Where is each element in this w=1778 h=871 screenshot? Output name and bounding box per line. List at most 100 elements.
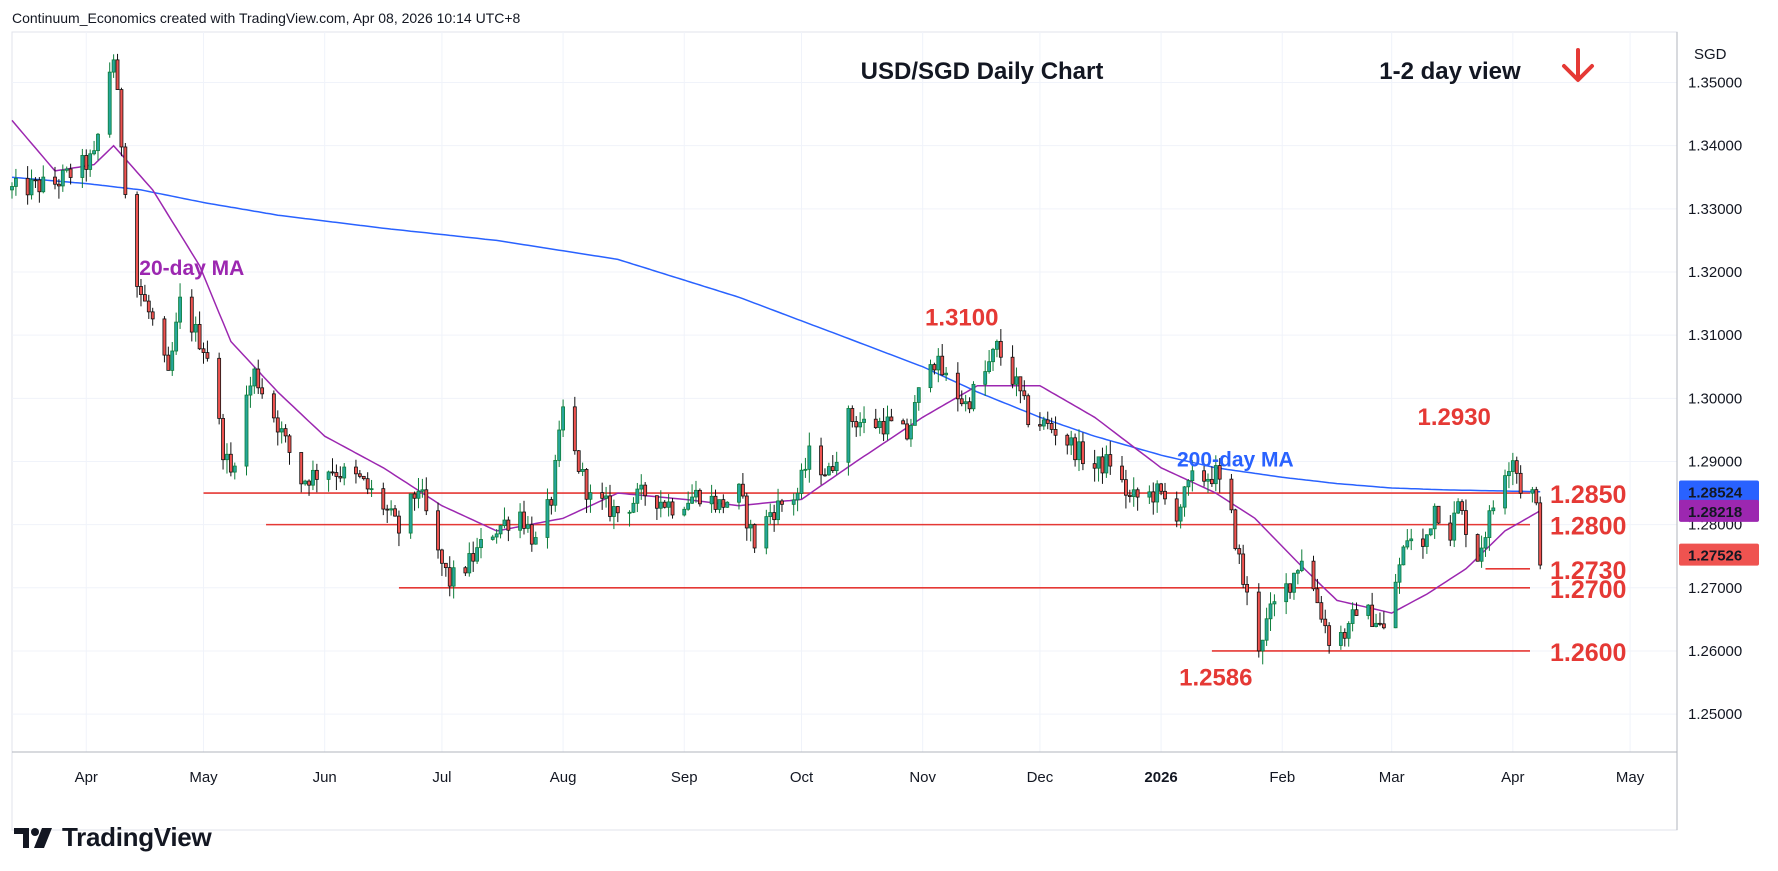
- candle-body: [1436, 505, 1441, 524]
- candle-body: [1131, 489, 1136, 497]
- candle-body: [1178, 506, 1183, 522]
- annotation-label: 1.2586: [1179, 665, 1252, 692]
- candle-body: [1217, 465, 1222, 480]
- ma20-line: [11, 119, 1541, 614]
- candles: [10, 53, 1543, 665]
- candle-body: [25, 177, 30, 196]
- y-tick-label: 1.29000: [1688, 453, 1742, 470]
- candle-body: [557, 429, 562, 461]
- candle-body: [256, 368, 261, 389]
- candle-body: [14, 177, 18, 187]
- chart-annotations: 20-day MA 200-day MA 1.3100 1.2930 1.2586: [139, 257, 1491, 692]
- price-axis[interactable]: 1.250001.260001.270001.280001.290001.300…: [1676, 32, 1759, 830]
- x-tick-label: May: [1616, 769, 1645, 786]
- time-axis[interactable]: Apr May Jun Jul Aug Sep Oct Nov Dec 2026 Feb Mar Apr…: [12, 751, 1677, 786]
- annotation-label: 1.3100: [925, 305, 998, 332]
- candle-body: [326, 471, 331, 480]
- candle-body: [1401, 546, 1406, 566]
- candle-body: [1100, 456, 1105, 474]
- candle-body: [959, 398, 964, 405]
- candle-body: [830, 466, 835, 472]
- candle-body: [740, 483, 745, 497]
- candle-body: [1022, 390, 1027, 397]
- candle-body: [412, 493, 417, 499]
- candle-body: [248, 385, 253, 396]
- candle-body: [850, 408, 855, 422]
- level-label: 1.2600: [1550, 639, 1626, 667]
- candle-body: [1124, 479, 1128, 496]
- candle-body: [271, 393, 276, 419]
- candle-body: [709, 495, 714, 505]
- candle-body: [658, 501, 663, 509]
- candle-body: [115, 59, 120, 90]
- candle-body: [1104, 454, 1109, 474]
- candle-body: [1311, 560, 1316, 590]
- candle-body: [1299, 560, 1304, 572]
- tradingview-logo[interactable]: TradingView: [14, 822, 212, 853]
- candle-body: [1092, 463, 1097, 469]
- ma200-path: [11, 176, 1541, 493]
- candle-body: [397, 515, 401, 534]
- price-badge-label: 1.28218: [1688, 504, 1742, 521]
- candle-body: [819, 445, 823, 476]
- candle-body: [1018, 376, 1023, 392]
- candle-body: [791, 499, 796, 505]
- candle-body: [682, 508, 687, 516]
- view-label: 1-2 day view: [1379, 58, 1521, 85]
- candle-body: [475, 547, 480, 562]
- candle-body: [189, 296, 194, 333]
- x-tick-label: Dec: [1027, 769, 1054, 786]
- candle-body: [654, 495, 659, 509]
- candle-body: [780, 500, 784, 505]
- candle-body: [279, 428, 284, 433]
- candle-body: [936, 355, 941, 371]
- candle-body: [1045, 419, 1050, 424]
- candle-body: [1108, 454, 1113, 467]
- x-tick-label: Aug: [550, 769, 577, 786]
- candle-body: [690, 496, 694, 504]
- tradingview-wordmark: TradingView: [62, 822, 212, 852]
- candle-body: [1464, 510, 1468, 535]
- candle-body: [88, 153, 93, 170]
- candle-body: [506, 519, 511, 531]
- candle-body: [764, 516, 769, 549]
- candle-body: [940, 355, 945, 376]
- candle-body: [361, 475, 366, 480]
- candle-body: [885, 416, 890, 435]
- candle-body: [443, 562, 448, 569]
- candle-body: [862, 418, 866, 423]
- candle-body: [1315, 588, 1320, 604]
- candle-body: [41, 176, 46, 193]
- candle-body: [881, 420, 886, 435]
- candle-body: [1323, 618, 1328, 627]
- candle-body: [463, 567, 468, 574]
- candle-body: [561, 406, 565, 431]
- candle-body: [1456, 501, 1461, 514]
- candle-body: [799, 469, 804, 494]
- candle-body: [1452, 512, 1457, 541]
- candle-body: [1096, 456, 1101, 469]
- candle-body: [643, 484, 648, 497]
- candle-body: [1241, 553, 1246, 585]
- candle-body: [201, 348, 206, 353]
- candle-body: [1202, 470, 1206, 482]
- tradingview-logo-icon: [14, 827, 52, 848]
- candle-body: [1319, 602, 1324, 620]
- candle-body: [737, 483, 741, 503]
- candle-body: [107, 71, 112, 135]
- candle-body: [889, 416, 894, 422]
- x-tick-label: 2026: [1144, 769, 1177, 786]
- candle-body: [1475, 534, 1480, 562]
- candle-body: [1487, 510, 1492, 538]
- candle-body: [971, 383, 976, 410]
- chart-title: USD/SGD Daily Chart: [861, 58, 1104, 85]
- candle-body: [244, 394, 249, 467]
- candle-body: [1421, 538, 1425, 547]
- candle-body: [666, 501, 671, 508]
- candle-body: [1233, 509, 1238, 549]
- candle-body: [713, 495, 718, 510]
- candle-body: [998, 340, 1003, 358]
- candle-body: [60, 169, 65, 187]
- candle-body: [854, 421, 859, 428]
